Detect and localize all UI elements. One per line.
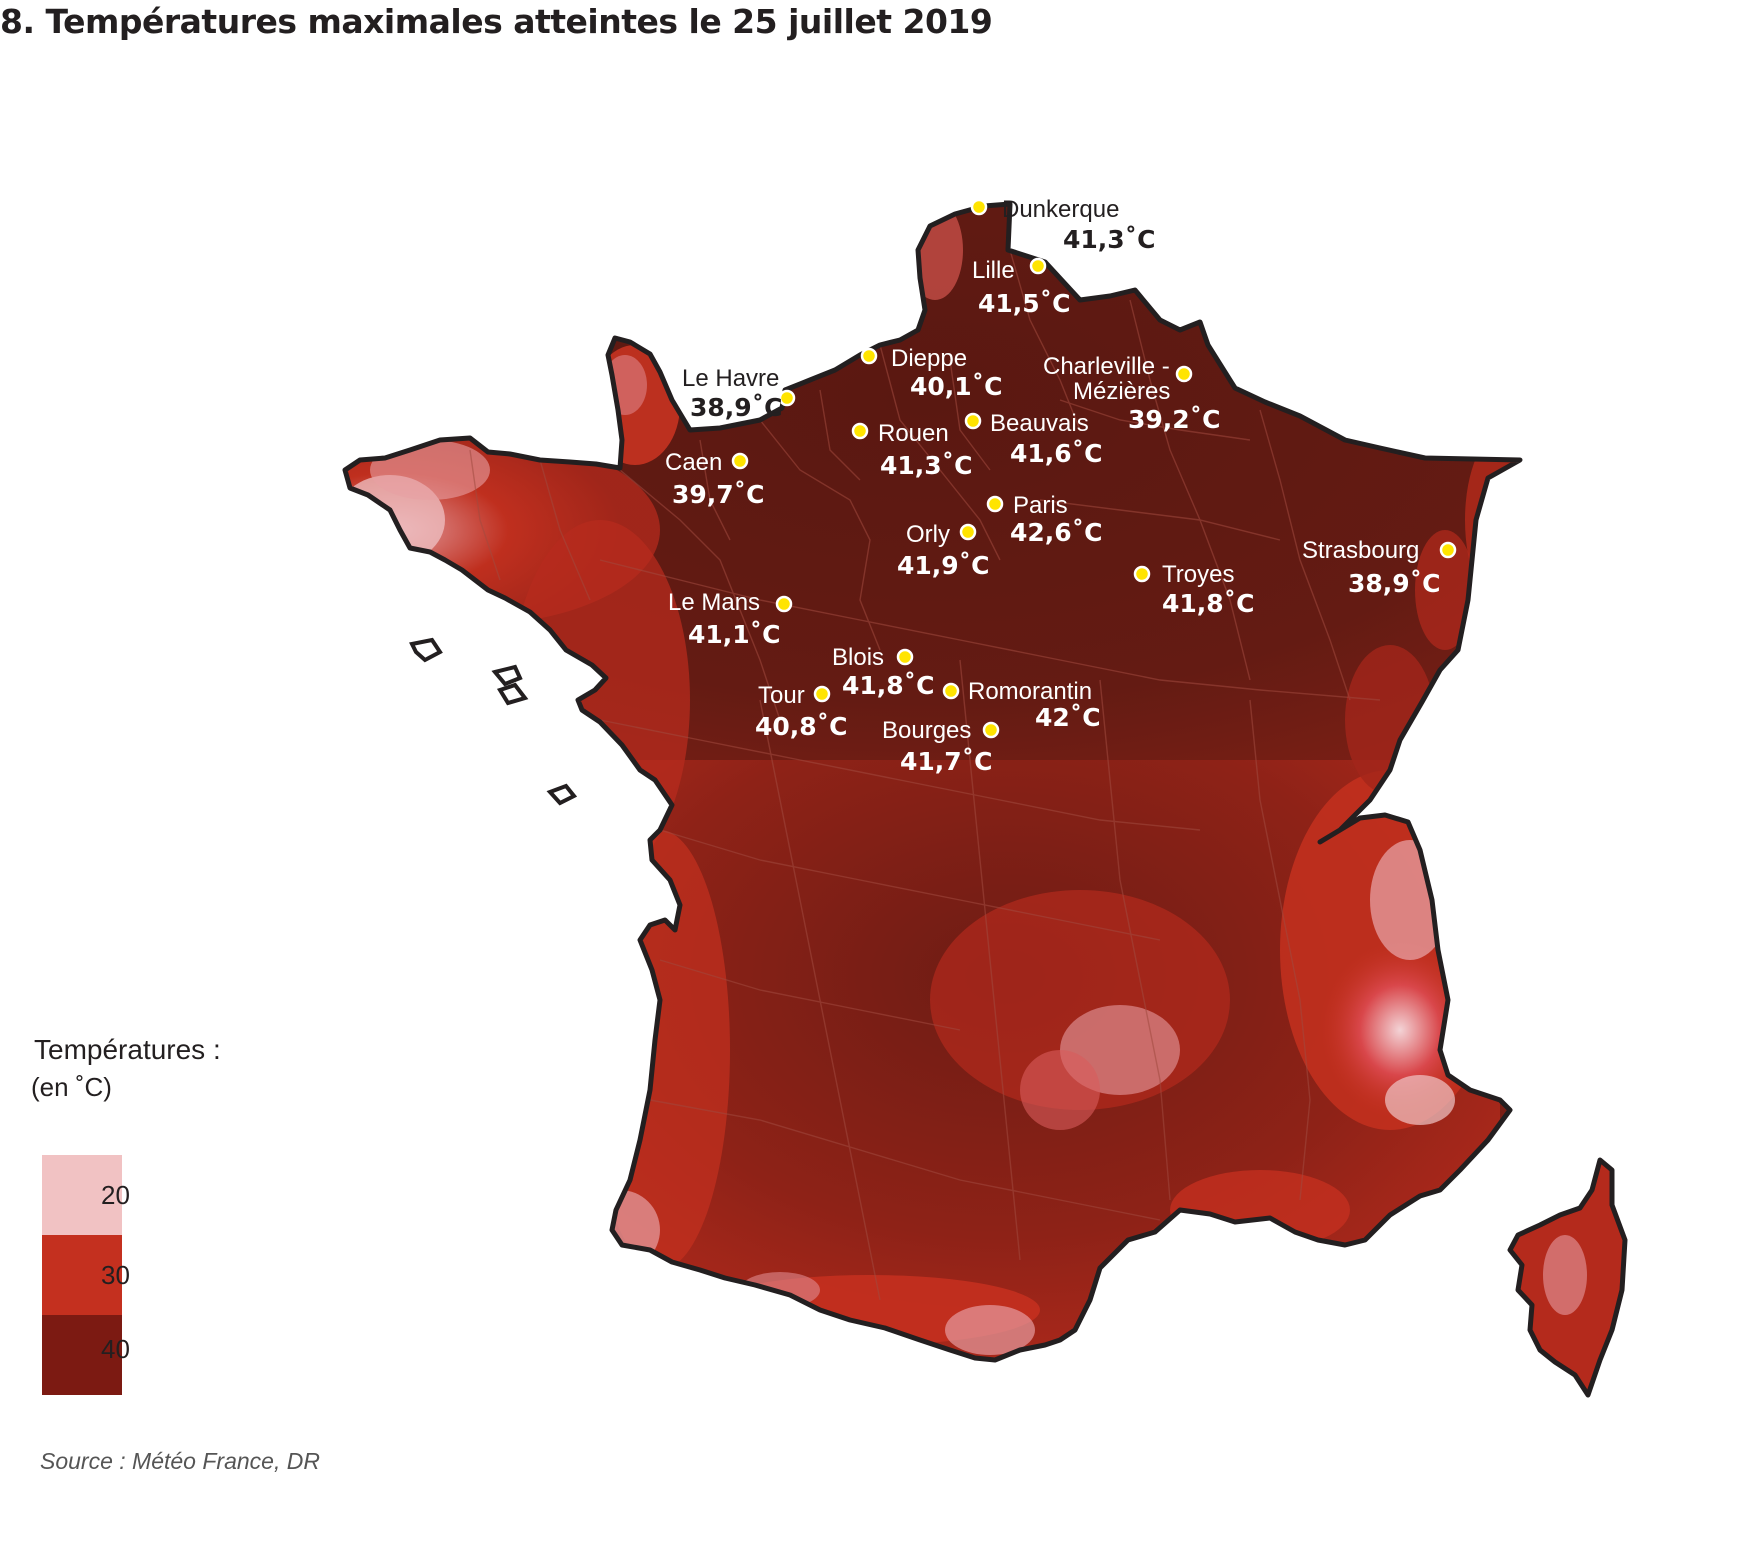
city-name: Le Mans: [668, 589, 760, 616]
city-temp: 41,5˚C: [978, 289, 1071, 318]
city-name: Strasbourg: [1302, 537, 1419, 564]
island-belle-ile: [491, 664, 523, 687]
legend-title: Températures :: [34, 1034, 221, 1065]
city-rouen[interactable]: Rouen 41,3˚C: [851, 420, 973, 480]
city-marker[interactable]: [1175, 365, 1193, 383]
city-marker[interactable]: [1439, 541, 1457, 559]
city-strasbourg[interactable]: Strasbourg 38,9˚C: [1302, 537, 1457, 598]
city-name: Dunkerque: [1002, 196, 1119, 223]
city-name: Le Havre: [682, 365, 779, 392]
city-marker[interactable]: [986, 495, 1004, 513]
legend-label-20: 20: [101, 1180, 130, 1210]
city-temp: 41,7˚C: [900, 747, 993, 776]
city-temp: 41,9˚C: [897, 551, 990, 580]
city-name: Orly: [906, 521, 950, 548]
city-temp: 41,3˚C: [880, 451, 973, 480]
city-name: Beauvais: [990, 410, 1089, 437]
city-marker[interactable]: [970, 198, 988, 216]
city-temp: 41,8˚C: [842, 671, 935, 700]
source-note: Source : Météo France, DR: [40, 1448, 320, 1474]
city-temp: 42˚C: [1035, 703, 1101, 732]
city-name: Dieppe: [891, 345, 967, 372]
city-name: Tour: [758, 682, 805, 709]
city-name: Caen: [665, 449, 722, 476]
city-temp: 39,2˚C: [1128, 405, 1221, 434]
city-marker[interactable]: [942, 682, 960, 700]
city-name: Blois: [832, 644, 884, 671]
island-houat: [496, 682, 529, 706]
legend-label-40: 40: [101, 1334, 130, 1364]
city-temp: 38,9˚C: [690, 393, 783, 422]
city-marker[interactable]: [1029, 257, 1047, 275]
city-dieppe[interactable]: Dieppe 40,1˚C: [860, 345, 1003, 401]
map-title: 8. Températures maximales atteintes le 2…: [0, 2, 993, 41]
city-marker[interactable]: [964, 412, 982, 430]
city-name: Charleville -: [1043, 353, 1170, 380]
city-name-line2: Mézières: [1073, 378, 1170, 405]
city-temp: 41,6˚C: [1010, 439, 1103, 468]
city-temp: 41,1˚C: [688, 620, 781, 649]
city-temp: 40,1˚C: [910, 372, 1003, 401]
legend-swatch-20: [42, 1155, 122, 1235]
city-dunkerque[interactable]: Dunkerque 41,3˚C: [970, 196, 1156, 254]
legend-swatch-30: [42, 1235, 122, 1315]
city-le-mans[interactable]: Le Mans 41,1˚C: [668, 589, 793, 649]
city-marker[interactable]: [775, 595, 793, 613]
city-lille[interactable]: Lille 41,5˚C: [972, 257, 1071, 318]
city-marker[interactable]: [813, 685, 831, 703]
island-groix: [409, 637, 443, 663]
city-temp: 41,8˚C: [1162, 589, 1255, 618]
city-name: Troyes: [1162, 561, 1234, 588]
city-temp: 39,7˚C: [672, 480, 765, 509]
city-marker[interactable]: [860, 347, 878, 365]
city-bourges[interactable]: Bourges 41,7˚C: [882, 717, 1000, 776]
city-marker[interactable]: [851, 422, 869, 440]
city-charleville-mezieres[interactable]: Charleville - Mézières 39,2˚C: [1043, 353, 1221, 434]
city-name: Lille: [972, 257, 1015, 284]
city-marker[interactable]: [731, 452, 749, 470]
city-temp: 40,8˚C: [755, 712, 848, 741]
city-marker[interactable]: [896, 648, 914, 666]
city-temp: 42,6˚C: [1010, 518, 1103, 547]
city-marker[interactable]: [778, 389, 796, 407]
city-temp: 41,3˚C: [1063, 225, 1156, 254]
city-orly[interactable]: Orly 41,9˚C: [897, 521, 990, 580]
city-le-havre[interactable]: Le Havre 38,9˚C: [682, 365, 796, 422]
city-layer: Dunkerque 41,3˚C Lille 41,5˚C Dieppe 40,…: [665, 196, 1457, 776]
corsica-mountains: [1543, 1235, 1587, 1315]
city-romorantin[interactable]: Romorantin 42˚C: [942, 678, 1101, 732]
city-temp: 38,9˚C: [1348, 569, 1441, 598]
city-troyes[interactable]: Troyes 41,8˚C: [1133, 561, 1255, 618]
city-paris[interactable]: Paris 42,6˚C: [986, 492, 1103, 547]
city-name: Paris: [1013, 492, 1068, 519]
city-name: Bourges: [882, 717, 971, 744]
city-caen[interactable]: Caen 39,7˚C: [665, 449, 765, 509]
city-beauvais[interactable]: Beauvais 41,6˚C: [964, 410, 1103, 468]
legend-unit: (en ˚C): [31, 1072, 112, 1102]
island-noirmoutier: [546, 783, 578, 806]
city-blois[interactable]: Blois 41,8˚C: [832, 644, 935, 700]
city-marker[interactable]: [1133, 565, 1151, 583]
legend-swatch-40: [42, 1315, 122, 1395]
city-marker[interactable]: [982, 721, 1000, 739]
city-name: Romorantin: [968, 678, 1092, 705]
region-borders: [469, 249, 1381, 1301]
city-tour[interactable]: Tour 40,8˚C: [755, 682, 848, 741]
legend-label-30: 30: [101, 1260, 130, 1290]
city-marker[interactable]: [959, 523, 977, 541]
city-name: Rouen: [878, 420, 949, 447]
